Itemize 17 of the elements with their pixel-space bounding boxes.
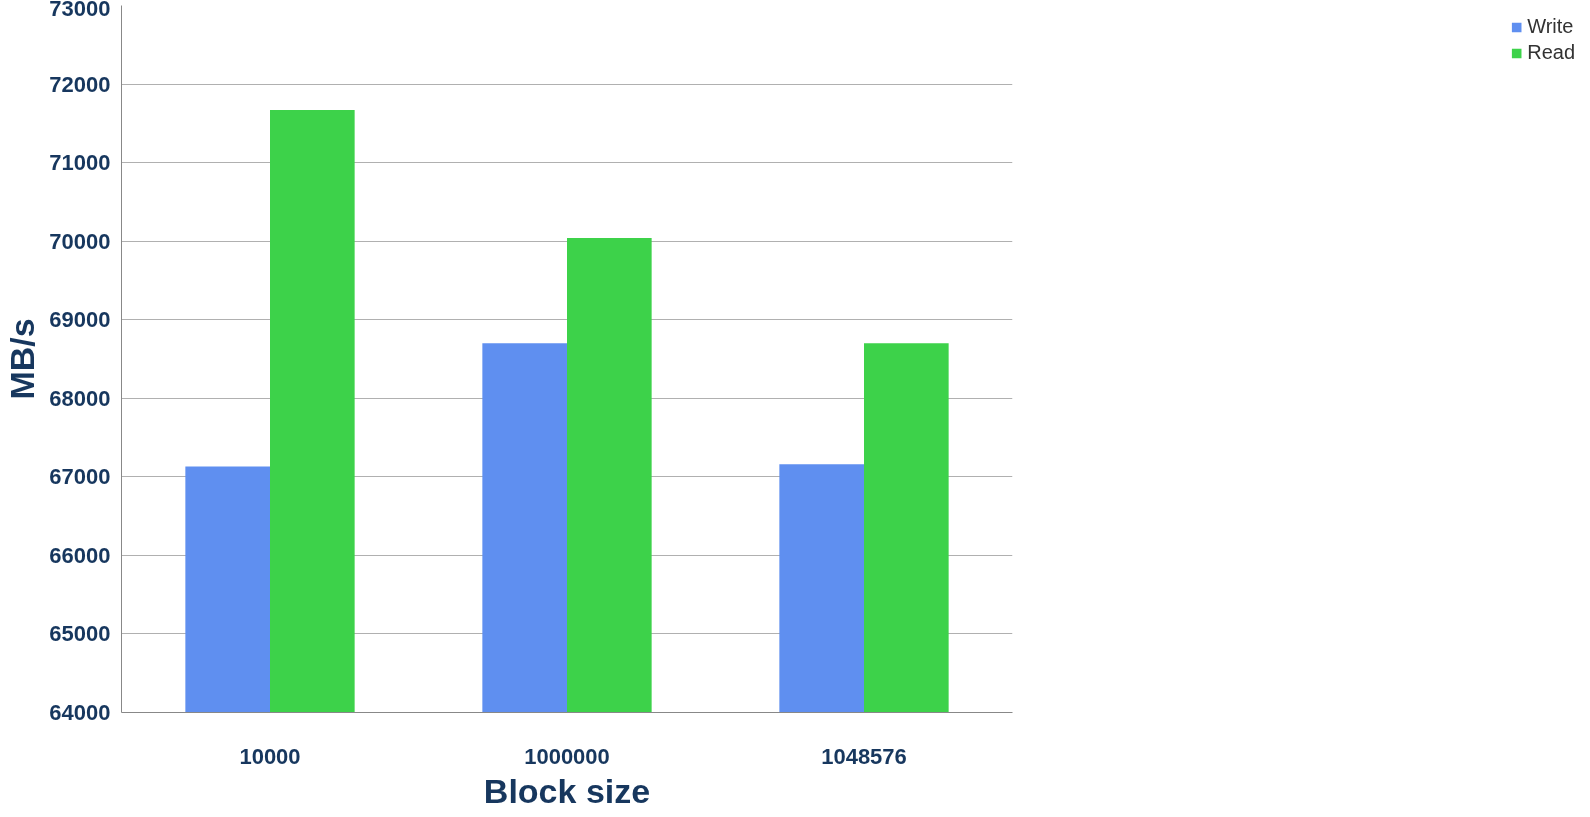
y-tick-label: 64000 [49, 700, 111, 725]
y-tick-label: 67000 [49, 464, 111, 490]
legend-label: Read [1527, 41, 1575, 64]
y-tick-label: 71000 [49, 150, 111, 176]
x-tick-label: 10000 [239, 743, 301, 769]
y-tick-label: 65000 [49, 621, 111, 647]
y-tick-label: 69000 [49, 307, 111, 333]
x-tick-label: 1000000 [524, 743, 610, 769]
legend-label: Write [1527, 15, 1574, 38]
x-tick-label: 1048576 [821, 743, 907, 769]
y-tick-label: 66000 [49, 542, 111, 568]
y-tick-label: 73000 [49, 0, 111, 21]
y-axis-title: MB/s [3, 318, 42, 400]
y-tick-label: 72000 [49, 71, 111, 97]
y-tick-label: 70000 [49, 228, 111, 254]
x-axis-title: Block size [483, 771, 651, 810]
y-tick-label: 68000 [49, 385, 111, 411]
